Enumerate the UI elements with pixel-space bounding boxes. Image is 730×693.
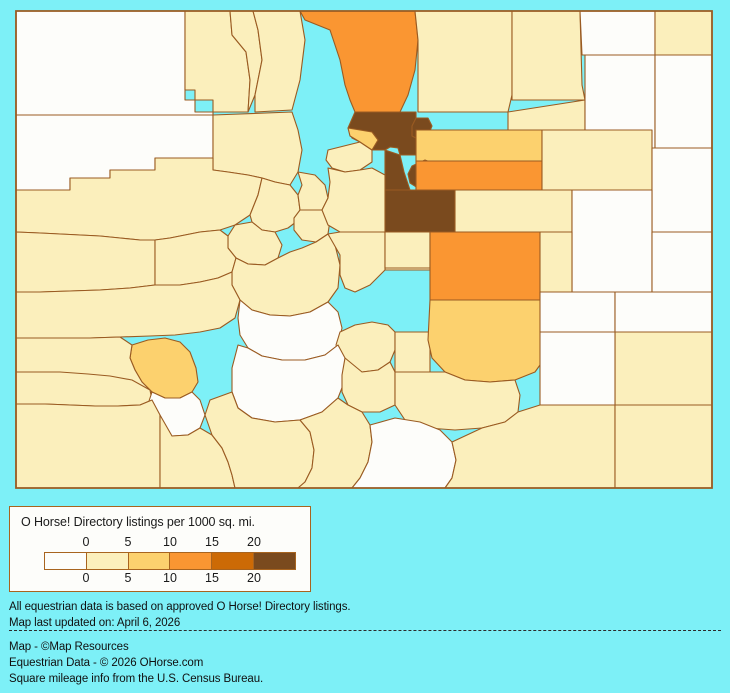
legend: O Horse! Directory listings per 1000 sq.… [9,506,311,592]
county-arapahoe[interactable] [415,160,543,191]
footer-note-line-1: Map last updated on: April 6, 2026 [9,617,181,629]
legend-tick-top-5: 5 [124,535,132,549]
county-douglas[interactable] [384,189,456,233]
county-pueblo[interactable] [427,299,549,383]
legend-swatch-5 [254,553,295,569]
county-mesa[interactable] [15,231,156,293]
county-adams[interactable] [415,129,543,162]
legend-tick-top-0: 0 [82,535,90,549]
legend-ticks-top: 0 5 10 15 20 [44,535,296,550]
legend-swatch-2 [128,553,171,569]
county-lincoln[interactable] [571,189,653,293]
footer-credits: Map - ©Map Resources Equestrian Data - © … [9,639,709,687]
county-larimer-north[interactable] [252,10,306,113]
county-gilpin[interactable] [347,127,379,151]
footer-note-line-0: All equestrian data is based on approved… [9,601,351,613]
county-el-paso[interactable] [429,231,541,301]
county-baca[interactable] [614,404,713,489]
footer-credit-line-1: Equestrian Data - © 2026 OHorse.com [9,657,204,669]
county-crowley[interactable] [539,291,616,333]
state-outline [15,10,713,489]
legend-title: O Horse! Directory listings per 1000 sq.… [21,515,255,529]
legend-tick-top-20: 20 [247,535,261,549]
legend-swatch-4 [212,553,255,569]
legend-tick-bottom-15: 15 [205,571,219,585]
footer-credit-line-0: Map - ©Map Resources [9,641,129,653]
footer-data-note: All equestrian data is based on approved… [9,599,709,631]
county-sedgwick[interactable] [579,10,656,56]
county-moffat[interactable] [15,10,214,116]
legend-color-bar [44,552,296,570]
county-morgan[interactable] [507,99,586,131]
county-bent[interactable] [539,331,616,406]
county-montezuma[interactable] [15,399,161,489]
county-larimer[interactable] [299,10,419,113]
county-prowers[interactable] [614,331,713,406]
county-clear-creek[interactable] [325,141,373,173]
county-kiowa[interactable] [614,291,713,333]
county-phillips[interactable] [654,10,713,56]
county-yuma[interactable] [654,54,713,149]
legend-swatch-1 [86,553,129,569]
county-rio-grande[interactable] [341,357,396,413]
footer-credit-line-2: Square mileage info from the U.S. Census… [9,673,264,685]
legend-tick-bottom-20: 20 [247,571,261,585]
map-container [0,0,730,500]
county-elbert[interactable] [454,189,573,233]
legend-ticks-bottom: 0 5 10 15 20 [44,571,296,586]
footer-divider [9,630,721,631]
legend-swatch-0 [45,553,87,569]
county-chaffee[interactable] [327,231,386,293]
colorado-county-map[interactable] [0,0,730,500]
legend-tick-bottom-0: 0 [82,571,90,585]
legend-tick-top-15: 15 [205,535,219,549]
legend-tick-top-10: 10 [163,535,177,549]
legend-tick-bottom-5: 5 [124,571,132,585]
legend-tick-bottom-10: 10 [163,571,177,585]
county-yuma-south[interactable] [651,147,713,233]
county-custer[interactable] [394,331,431,373]
county-eagle[interactable] [249,177,301,233]
county-logan[interactable] [511,10,586,101]
county-teller[interactable] [384,231,431,269]
county-arapahoe-east[interactable] [541,129,653,191]
county-park[interactable] [321,167,386,233]
county-weld[interactable] [414,10,513,113]
legend-swatch-3 [170,553,213,569]
county-cheyenne[interactable] [651,231,713,301]
